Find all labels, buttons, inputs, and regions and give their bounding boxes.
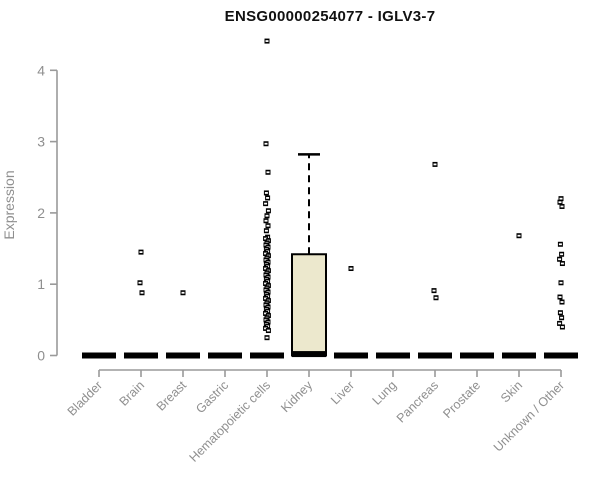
y-tick-label: 0 [37, 348, 45, 364]
outlier-point-center [432, 289, 436, 292]
outlier-point-center [264, 297, 268, 300]
median-bar [418, 352, 452, 359]
y-tick-label: 2 [37, 205, 45, 221]
y-tick-label: 3 [37, 134, 45, 150]
x-tick-label: Liver [328, 378, 357, 407]
outlier-point-center [266, 209, 270, 212]
x-tick-label: Skin [498, 378, 525, 405]
median-bar [166, 352, 200, 359]
x-tick-label: Pancreas [394, 378, 441, 425]
outlier-point-center [560, 205, 564, 208]
outlier-point-center [558, 201, 562, 204]
x-tick-label: Brain [117, 378, 148, 409]
outlier-point-center [560, 316, 564, 319]
outlier-point-center [264, 252, 268, 255]
outlier-point-center [140, 291, 144, 294]
outlier-point-center [266, 171, 270, 174]
outlier-point-center [558, 311, 562, 314]
median-bar [502, 352, 536, 359]
box [291, 253, 327, 357]
outlier-point-center [560, 301, 564, 303]
outlier-point-center [139, 251, 143, 254]
outlier-point-center [264, 229, 268, 232]
x-tick-label: Breast [154, 378, 190, 414]
outlier-point-center [558, 258, 562, 261]
outlier-point-center [433, 163, 437, 166]
y-axis-label: Expression [1, 170, 17, 239]
median-bar [460, 352, 494, 359]
x-tick-label: Prostate [440, 378, 483, 421]
median-bar [292, 351, 326, 358]
outlier-point-center [558, 322, 562, 325]
outlier-point-center [264, 237, 268, 240]
outlier-point-center [558, 296, 562, 298]
outlier-point-center [560, 262, 564, 265]
outlier-point-center [558, 243, 562, 246]
outlier-point-center [264, 267, 268, 270]
outlier-point-center [559, 197, 563, 200]
median-bar [124, 352, 158, 359]
outlier-point-center [560, 253, 564, 256]
x-tick-label: Kidney [278, 378, 315, 415]
y-tick-label: 4 [37, 62, 45, 78]
median-bar [250, 352, 284, 359]
outlier-point-center [517, 234, 521, 237]
outlier-point-center [265, 214, 269, 217]
outlier-point-center [264, 219, 268, 222]
outlier-point-center [264, 192, 268, 194]
median-bar [82, 352, 116, 359]
median-bar [208, 352, 242, 359]
outlier-point-center [138, 281, 142, 284]
x-tick-label: Bladder [65, 378, 105, 418]
outlier-point-center [264, 142, 268, 145]
outlier-point-center [266, 329, 270, 332]
chart-title: ENSG00000254077 - IGLV3-7 [224, 8, 436, 25]
outlier-point-center [266, 197, 270, 199]
outlier-point-center [560, 326, 564, 328]
x-tick-label: Hematopoietic cells [187, 378, 274, 465]
x-tick-label: Unknown / Other [491, 378, 567, 454]
x-tick-label: Lung [370, 378, 400, 408]
outlier-point-center [349, 267, 353, 270]
outlier-point-center [266, 224, 270, 227]
median-bar [376, 352, 410, 359]
outlier-point-center [264, 327, 268, 330]
outlier-point-center [264, 202, 268, 205]
median-bar [544, 352, 578, 359]
x-tick-label: Gastric [193, 378, 231, 416]
outlier-point-center [264, 282, 268, 285]
outlier-point-center [264, 312, 268, 315]
y-tick-label: 1 [37, 276, 45, 292]
outlier-point-center [434, 296, 438, 299]
outlier-point-center [559, 281, 563, 284]
outlier-point-center [265, 336, 269, 339]
median-bar [334, 352, 368, 359]
outlier-point-center [181, 291, 185, 294]
outlier-point-center [265, 40, 269, 42]
